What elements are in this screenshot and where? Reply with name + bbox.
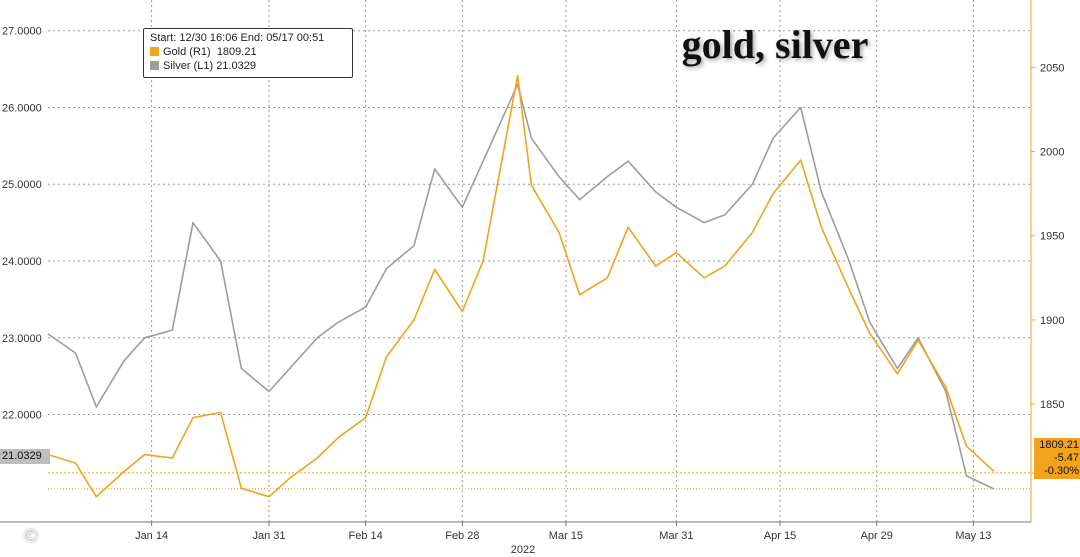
legend-silver-value: 21.0329 [216,60,256,72]
silver-series-line [47,83,995,490]
x-tick-label: Feb 28 [445,530,479,542]
watermark: © [22,526,40,547]
right-tick-label: 1850 [1040,399,1064,411]
legend-item-gold: Gold (R1) 1809.21 [150,46,257,58]
left-tick-label: 26.0000 [2,102,42,114]
x-tick-label: Jan 14 [135,530,168,542]
last-value-reference-lines [48,472,1034,490]
gold-swatch [150,47,159,56]
x-tick-label: Jan 31 [252,530,285,542]
left-axis-ticks: 22.0000 23.0000 24.0000 25.0000 26.0000 27.00… [2,26,42,422]
right-tick-label: 1950 [1040,231,1064,243]
x-tick-label: Feb 14 [349,530,383,542]
x-tick-label: Apr 15 [764,530,796,542]
x-axis-ticks: Jan 14 Jan 31 Feb 14 Feb 28 Mar 15 Mar 31 Apr … [135,522,991,542]
left-tick-label: 27.0000 [2,26,42,38]
left-tick-label: 24.0000 [2,256,42,268]
right-axis-ticks: 1850 1900 1950 2000 2050 [1031,62,1064,411]
gold-change-value: -5.47 [1053,452,1079,464]
legend-silver-label: Silver (L1) [163,60,214,72]
silver-last-value: 21.0329 [2,450,42,462]
grid-lines [48,0,1031,522]
x-tick-label: Mar 15 [549,530,583,542]
legend-item-silver: Silver (L1) 21.0329 [150,60,256,72]
right-tick-label: 1900 [1040,315,1064,327]
gold-last-value: 1809.21 [1039,439,1079,451]
x-tick-label: May 13 [955,530,991,542]
left-tick-label: 25.0000 [2,179,42,191]
gold-pct-change-value: -0.30% [1044,465,1079,477]
right-tick-label: 2050 [1040,62,1064,74]
right-tick-label: 2000 [1040,147,1064,159]
legend: Start: 12/30 16:06 End: 05/17 00:51 Gold… [143,28,353,78]
x-tick-label: Mar 31 [659,530,693,542]
legend-gold-label: Gold (R1) [163,46,211,58]
gold-series-line [47,75,995,498]
silver-swatch [150,61,159,70]
year-label: 2022 [511,544,535,556]
x-tick-label: Apr 29 [860,530,892,542]
chart-title: gold, silver [682,22,869,67]
series-layer [47,75,995,498]
legend-range: Start: 12/30 16:06 End: 05/17 00:51 [150,32,325,44]
left-tick-label: 22.0000 [2,410,42,422]
left-tick-label: 23.0000 [2,333,42,345]
gold-last-badge: 1809.21 -5.47 -0.30% [1034,438,1080,479]
silver-last-badge: 21.0329 [0,449,50,464]
legend-gold-value: 1809.21 [216,46,257,58]
